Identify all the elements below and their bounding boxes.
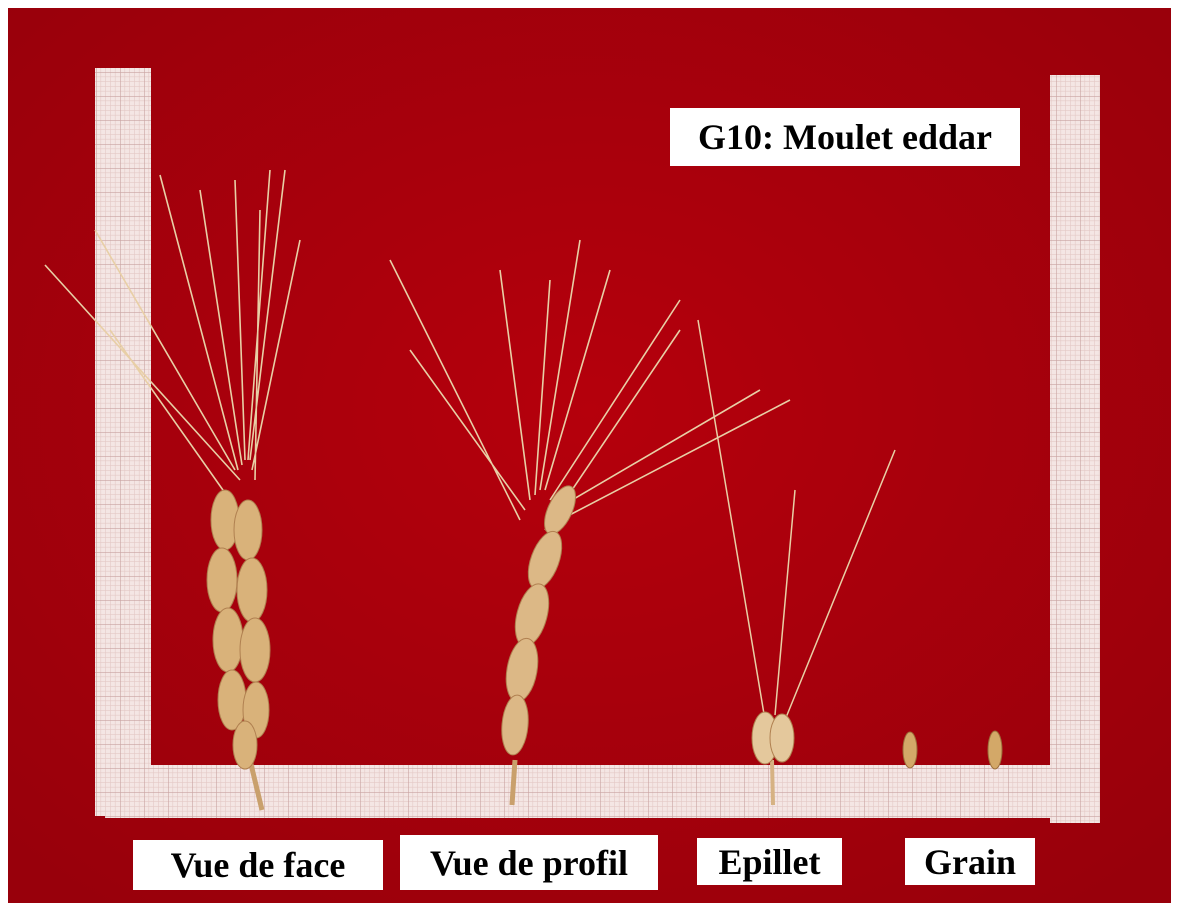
graph-paper-right bbox=[1050, 75, 1100, 823]
page: {"title": "G10: Moulet eddar", "labels":… bbox=[0, 0, 1179, 911]
graph-paper-bottom bbox=[105, 765, 1053, 818]
caption-label: Vue de profil bbox=[400, 835, 658, 890]
caption-label: Vue de face bbox=[133, 840, 383, 890]
title-label: G10: Moulet eddar bbox=[670, 108, 1020, 166]
graph-paper-left bbox=[95, 68, 151, 816]
caption-label: Epillet bbox=[697, 838, 842, 885]
caption-label: Grain bbox=[905, 838, 1035, 885]
